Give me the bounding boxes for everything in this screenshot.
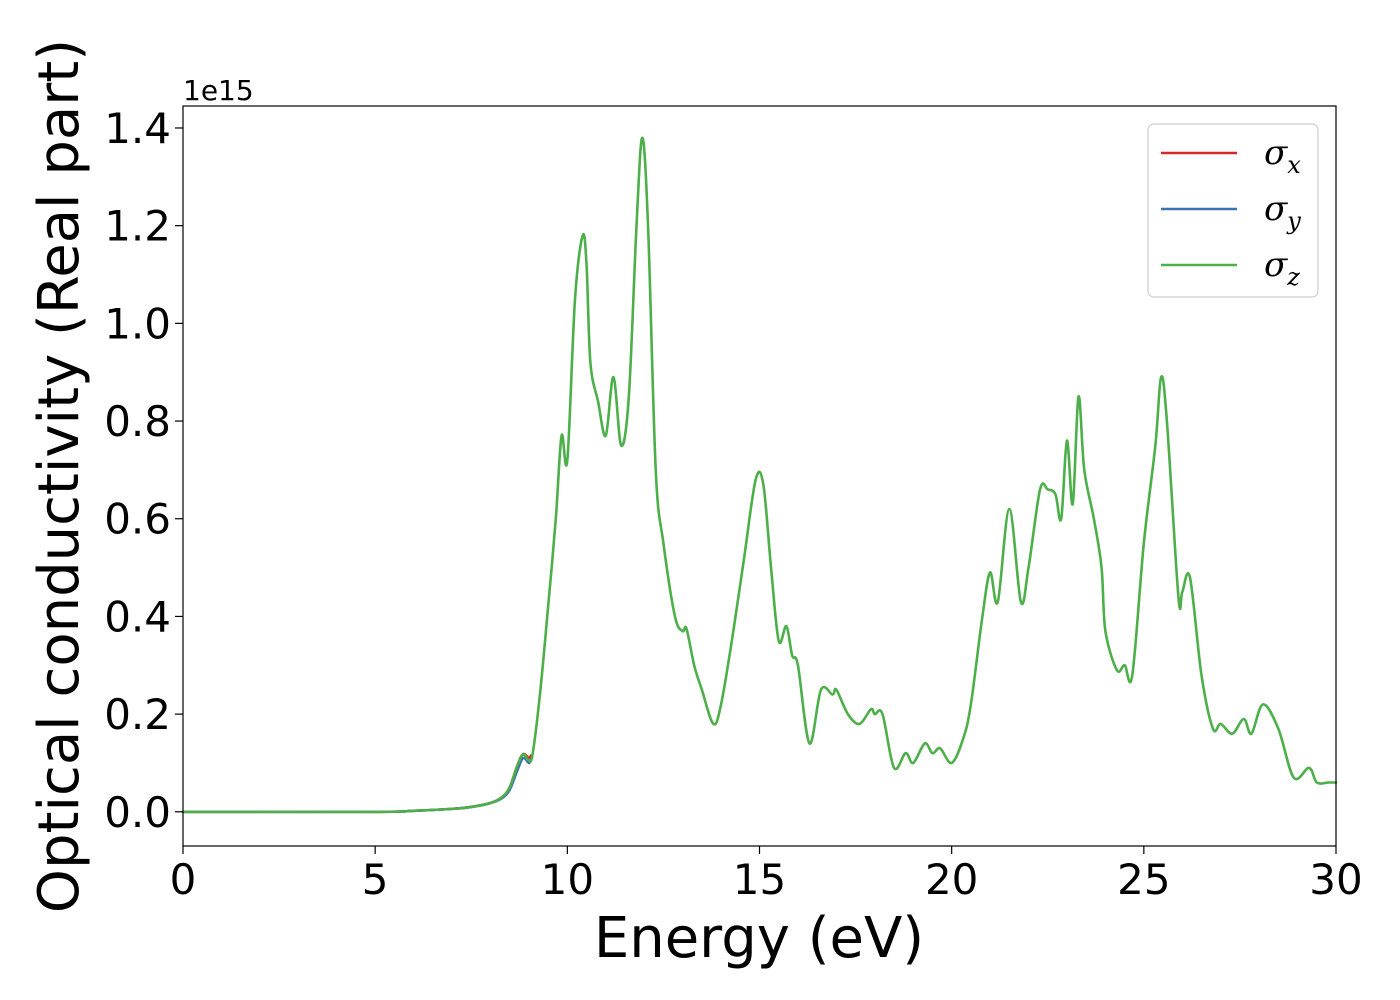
x-tick-label: 15 <box>733 855 786 904</box>
y-tick-label: 1.4 <box>104 104 171 153</box>
legend-label-subscript: y <box>1286 207 1301 235</box>
x-tick-label: 20 <box>925 855 978 904</box>
legend-label-sigma-z: σz <box>1264 245 1300 291</box>
y-tick-label: 0.8 <box>104 397 171 446</box>
x-tick-label: 0 <box>170 855 197 904</box>
legend-label-subscript: x <box>1287 151 1301 179</box>
legend-label-sigma-x: σx <box>1264 133 1301 179</box>
legend-label-sigma-y: σy <box>1264 189 1301 235</box>
y-offset-label: 1e15 <box>183 74 254 107</box>
x-tick-label: 5 <box>362 855 389 904</box>
y-axis-label: Optical conductivity (Real part) <box>27 39 92 913</box>
legend-label-base: σ <box>1264 245 1288 285</box>
y-tick-label: 0.4 <box>104 592 171 641</box>
plot-background <box>183 106 1336 846</box>
y-axis: 0.0 0.2 0.4 0.6 0.8 1.0 1.2 1.4 <box>104 104 183 837</box>
series-line-sigma-z <box>181 136 1338 814</box>
y-tick-label: 1.2 <box>104 202 171 251</box>
x-tick-label: 25 <box>1117 855 1170 904</box>
y-tick-label: 0.6 <box>104 495 171 544</box>
x-axis-label: Energy (eV) <box>594 906 924 971</box>
legend-label-base: σ <box>1264 189 1288 229</box>
y-tick-label: 1.0 <box>104 299 171 348</box>
legend-label-subscript: z <box>1286 263 1300 291</box>
x-axis: 0 5 10 15 20 25 30 <box>170 846 1363 904</box>
legend-label-base: σ <box>1264 133 1288 173</box>
x-tick-label: 10 <box>541 855 594 904</box>
y-tick-label: 0.0 <box>104 788 171 837</box>
legend-box <box>1147 123 1319 298</box>
y-tick-label: 0.2 <box>104 690 171 739</box>
x-tick-label: 30 <box>1309 855 1362 904</box>
series-lines <box>181 136 1338 814</box>
